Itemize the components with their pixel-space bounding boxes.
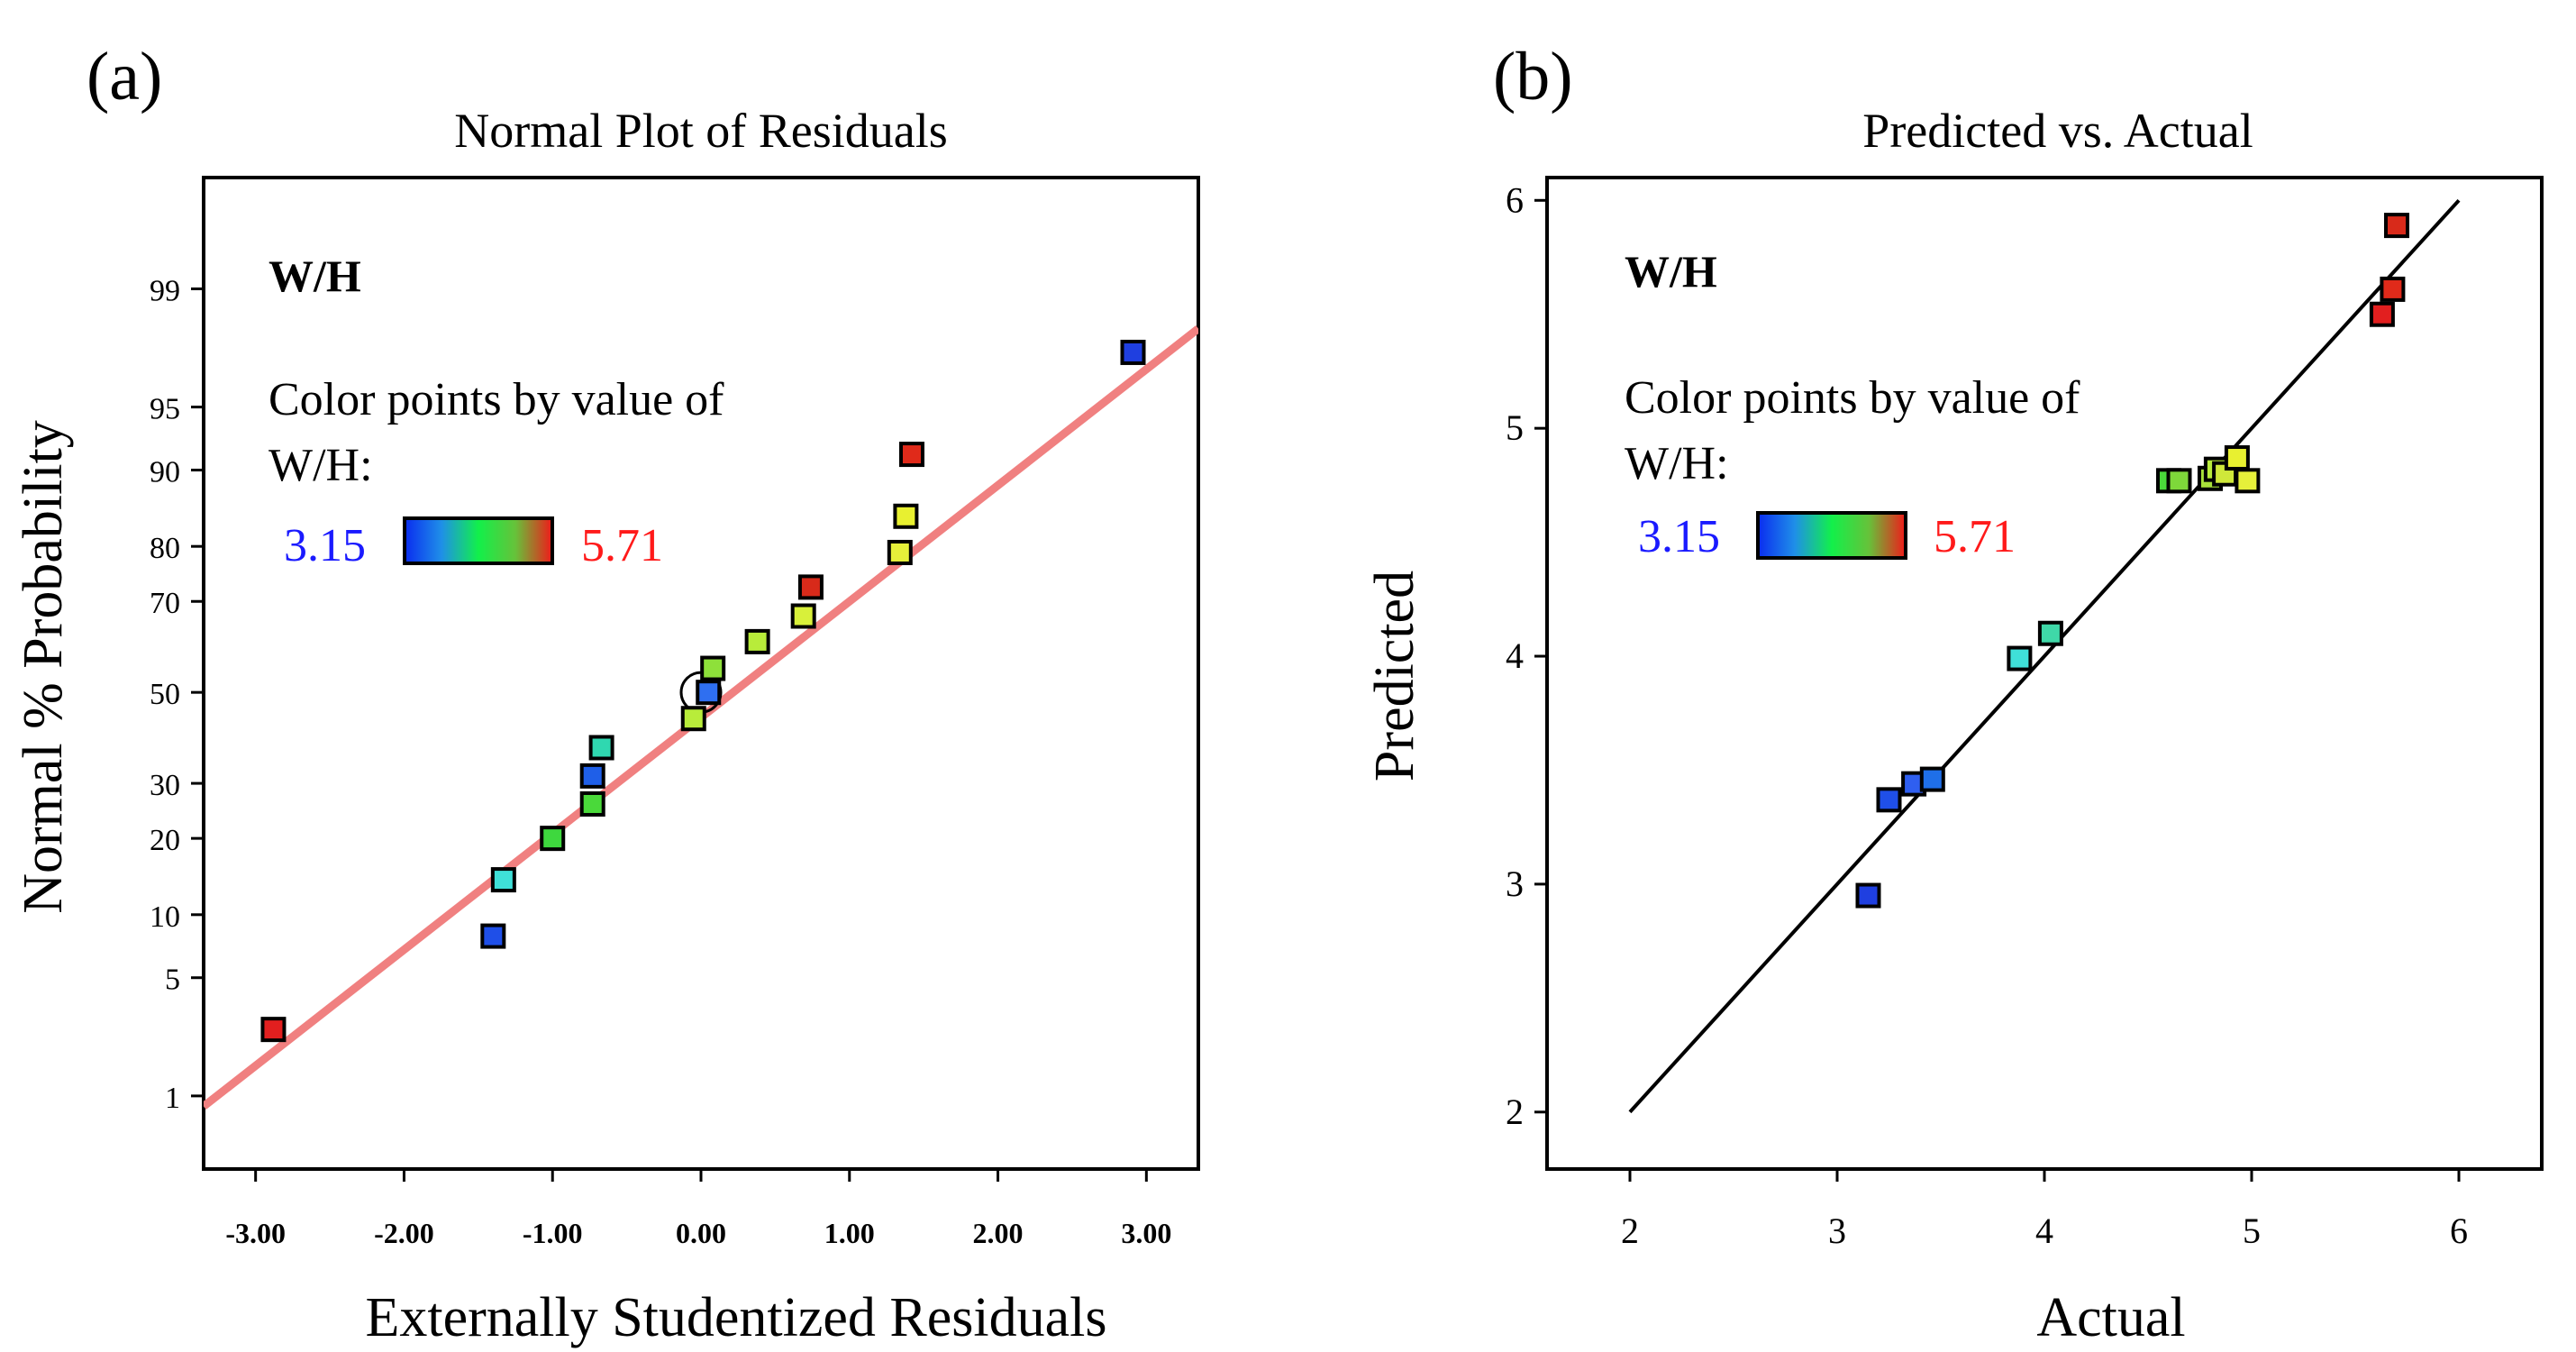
- data-point: [260, 1017, 287, 1043]
- data-points: [260, 339, 1146, 1043]
- data-point: [790, 603, 816, 629]
- y-tick-label: 4: [1506, 635, 1524, 676]
- legend: W/H Color points by value of W/H: 3.15 5…: [1625, 246, 2080, 562]
- y-tick-label: 5: [1506, 407, 1524, 448]
- x-tick-label: 3.00: [1121, 1217, 1171, 1249]
- data-point: [680, 706, 706, 732]
- x-tick-label: 2.00: [973, 1217, 1024, 1249]
- y-tick-label: 5: [165, 964, 180, 997]
- y-tick-label: 70: [150, 587, 180, 620]
- data-point: [797, 574, 824, 600]
- data-point: [893, 503, 919, 529]
- y-axis-label: Normal % Probability: [13, 420, 74, 914]
- x-tick-label: 6: [2450, 1210, 2468, 1251]
- data-points: [1855, 213, 2409, 909]
- y-tick-label: 90: [150, 456, 180, 489]
- data-point: [696, 680, 722, 706]
- x-tick-label: 3: [1828, 1210, 1846, 1251]
- x-tick-label: 2: [1621, 1210, 1639, 1251]
- data-point: [2037, 620, 2063, 646]
- x-axis-ticks: 2 3 4 5 6: [1621, 1169, 2468, 1251]
- y-axis-label: Predicted: [1364, 571, 1425, 781]
- legend-min-value: 3.15: [1638, 511, 1720, 562]
- legend-title: W/H: [1625, 246, 1717, 297]
- x-tick-label: 5: [2243, 1210, 2261, 1251]
- data-point: [2007, 645, 2033, 671]
- identity-line: [1628, 198, 2461, 1114]
- panel-b-label: (b): [1493, 39, 1573, 114]
- data-point: [1919, 766, 1945, 792]
- x-axis-label: Externally Studentized Residuals: [365, 1287, 1106, 1348]
- chart-title: Predicted vs. Actual: [1862, 104, 2253, 158]
- data-point: [588, 735, 614, 761]
- panel-a: (a) Normal Plot of Residuals 1 5 10 20 30 50 7…: [13, 39, 1200, 1348]
- data-point: [744, 628, 770, 654]
- data-point: [2235, 468, 2261, 494]
- y-tick-label: 2: [1506, 1092, 1524, 1132]
- y-axis-ticks: 2 3 4 5 6: [1506, 179, 1547, 1132]
- y-tick-label: 50: [150, 678, 180, 711]
- x-tick-label: 0.00: [676, 1217, 726, 1249]
- legend-caption: Color points by value of: [269, 374, 724, 425]
- y-tick-label: 1: [165, 1082, 180, 1115]
- x-tick-label: 1.00: [824, 1217, 875, 1249]
- y-tick-label: 6: [1506, 179, 1524, 220]
- data-point: [540, 826, 566, 852]
- legend-min-value: 3.15: [284, 520, 366, 571]
- data-point: [480, 923, 506, 949]
- legend-max-value: 5.71: [1934, 511, 2016, 562]
- x-tick-label: 4: [2035, 1210, 2053, 1251]
- legend-caption: Color points by value of: [1625, 372, 2080, 424]
- data-point: [887, 539, 913, 565]
- y-tick-label: 80: [150, 532, 180, 565]
- x-tick-label: -2.00: [374, 1217, 434, 1249]
- data-point: [2384, 213, 2409, 239]
- data-point: [2166, 468, 2192, 494]
- legend-color-bar: [1756, 511, 1907, 560]
- data-point: [2369, 301, 2395, 327]
- panel-a-label: (a): [86, 39, 162, 114]
- data-point: [2224, 445, 2250, 471]
- y-tick-label: 20: [150, 824, 180, 857]
- y-tick-label: 3: [1506, 863, 1524, 904]
- legend-max-value: 5.71: [581, 520, 663, 571]
- data-point: [579, 790, 605, 817]
- data-point: [579, 763, 605, 789]
- chart-title: Normal Plot of Residuals: [454, 104, 947, 158]
- legend-title: W/H: [269, 251, 361, 301]
- data-point: [700, 655, 726, 681]
- x-axis-label: Actual: [2036, 1287, 2185, 1348]
- y-tick-label: 30: [150, 769, 180, 802]
- y-tick-label: 10: [150, 900, 180, 934]
- legend-color-bar: [403, 516, 554, 565]
- x-tick-label: -3.00: [225, 1217, 286, 1249]
- data-point: [898, 442, 924, 468]
- legend-caption-variable: W/H:: [269, 440, 373, 491]
- legend-caption-variable: W/H:: [1625, 438, 1729, 489]
- legend: W/H Color points by value of W/H: 3.15 5…: [269, 251, 724, 571]
- panel-b: (b) Predicted vs. Actual 2 3 4 5 6 2 3 4 5 6 Act…: [1364, 39, 2544, 1348]
- data-point: [490, 867, 516, 893]
- y-tick-label: 99: [150, 274, 180, 307]
- data-point: [1120, 339, 1146, 365]
- y-axis-ticks: 1 5 10 20 30 50 70 80 90 95 99: [150, 274, 204, 1115]
- data-point: [1855, 882, 1881, 909]
- x-tick-label: -1.00: [523, 1217, 583, 1249]
- data-point: [1876, 787, 1902, 813]
- y-tick-label: 95: [150, 393, 180, 426]
- data-point: [2380, 276, 2406, 302]
- x-axis-ticks: -3.00 -2.00 -1.00 0.00 1.00 2.00 3.00: [225, 1169, 1171, 1249]
